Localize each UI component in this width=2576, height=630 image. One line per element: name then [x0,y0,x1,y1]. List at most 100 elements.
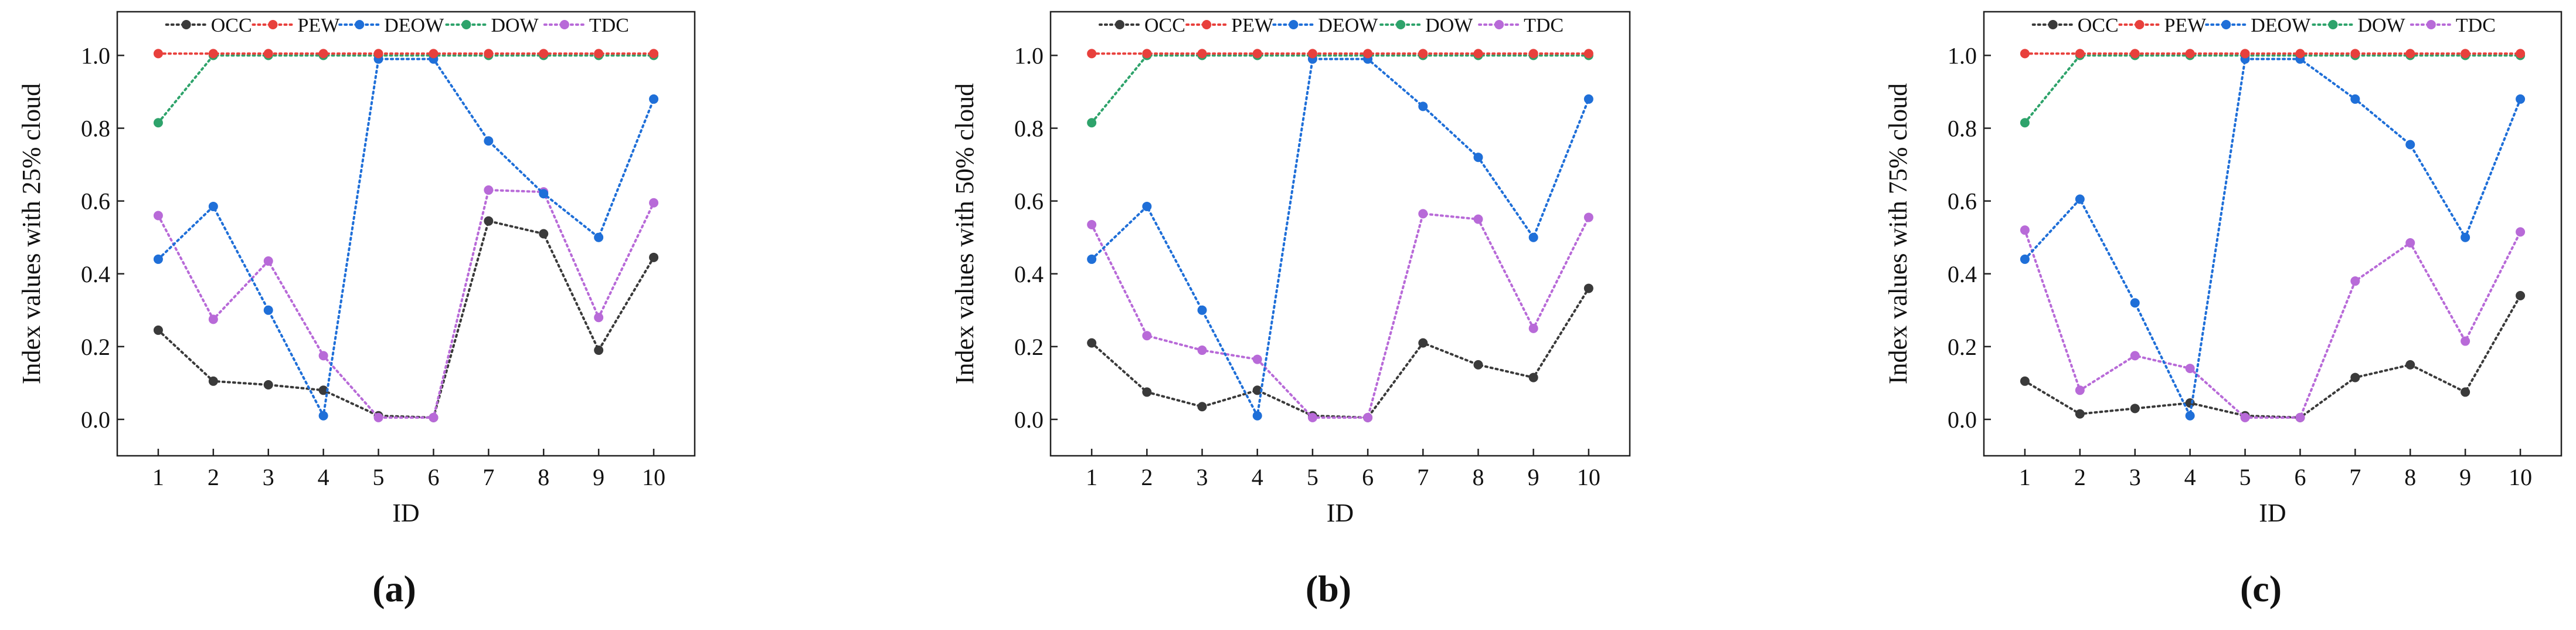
x-tick-label: 7 [482,464,494,490]
plot-frame [1049,11,1631,457]
legend-label-tdc: TDC [2456,15,2496,36]
data-point-tdc [2295,412,2305,422]
y-tick-label: 1.0 [1948,42,1977,69]
panel-label: (b) [1306,568,1351,609]
data-point-tdc [318,351,328,361]
legend-label-deow: DEOW [1318,15,1378,36]
series-line-dow [1090,54,1590,124]
x-tick-label: 7 [2349,464,2361,490]
x-tick-label: 9 [2459,464,2471,490]
data-point-dow [1087,118,1097,128]
data-point-dow [2020,118,2030,128]
x-tick-label: 8 [538,464,549,490]
data-point-deow [1252,411,1262,421]
data-point-tdc [1583,212,1593,222]
legend-marker-deow [1289,20,1299,29]
data-point-deow [1528,232,1538,242]
x-tick-label: 6 [2294,464,2306,490]
data-point-tdc [2516,227,2526,237]
data-point-pew [594,49,604,59]
y-tick-label: 0.6 [1014,188,1044,215]
data-point-tdc [2020,225,2030,235]
data-point-occ [539,229,549,239]
data-point-deow [263,305,273,315]
data-point-occ [1473,360,1483,370]
data-point-deow [1142,201,1152,211]
data-point-occ [1142,387,1152,397]
data-point-tdc [2075,385,2085,395]
legend-label-dow: DOW [1425,15,1473,36]
data-point-tdc [1087,219,1097,229]
data-point-dow [153,118,163,128]
data-point-deow [2350,94,2360,104]
y-axis-label: Index values with 25% cloud [17,83,46,384]
series-line-tdc [2023,229,2522,419]
y-tick-label: 0.8 [1948,116,1977,142]
y-axis-label: Index values with 50% cloud [950,83,979,384]
y-tick-label: 0.8 [81,116,110,142]
series-line-occ [2023,294,2522,419]
panel-label: (c) [2240,568,2282,609]
data-point-deow [484,136,494,146]
data-point-pew [2461,49,2470,59]
data-point-pew [484,49,494,59]
x-axis-label: ID [392,499,419,527]
x-tick-label: 5 [1307,464,1318,490]
data-point-tdc [1418,209,1428,219]
x-tick-label: 6 [427,464,439,490]
legend-marker-dow [1396,20,1406,29]
plot-frame [1983,11,2563,457]
legend-label-dow: DOW [491,15,539,36]
data-point-occ [2130,404,2140,414]
data-point-pew [2350,49,2360,59]
data-point-pew [1307,49,1317,59]
x-tick-label: 1 [2019,464,2031,490]
x-tick-label: 10 [642,464,665,490]
x-tick-label: 4 [1252,464,1263,490]
y-tick-label: 0.4 [81,261,110,287]
data-point-deow [1583,94,1593,104]
data-point-pew [263,49,273,59]
legend-marker-tdc [1494,20,1504,29]
legend-marker-tdc [559,20,569,29]
data-point-occ [649,252,659,262]
data-point-pew [1197,49,1207,59]
data-point-deow [649,94,659,104]
data-point-occ [1087,338,1097,348]
data-point-occ [2020,376,2030,386]
data-point-occ [2516,290,2526,300]
y-tick-label: 0.8 [1014,116,1044,142]
data-point-deow [594,232,604,242]
x-tick-label: 4 [2184,464,2196,490]
data-point-pew [1363,49,1373,59]
y-tick-label: 0.4 [1948,261,1977,287]
data-point-tdc [594,313,604,323]
data-point-pew [318,49,328,59]
data-point-deow [318,411,328,421]
data-point-occ [1418,338,1428,348]
data-point-occ [1197,402,1207,412]
legend-label-deow: DEOW [384,15,444,36]
data-point-pew [2130,49,2140,59]
data-point-deow [1473,153,1483,162]
data-point-pew [373,49,383,59]
data-point-deow [2405,140,2415,150]
legend-marker-occ [2048,20,2058,29]
data-point-pew [1142,49,1152,59]
series-line-occ [157,219,655,419]
data-point-deow [2185,411,2195,421]
legend-marker-tdc [2426,20,2436,29]
data-point-tdc [649,198,659,208]
data-point-pew [2405,49,2415,59]
data-point-deow [208,201,218,211]
x-tick-label: 6 [1362,464,1374,490]
x-tick-label: 2 [2074,464,2086,490]
data-point-tdc [2240,412,2250,422]
data-point-deow [2075,194,2085,204]
data-point-deow [2130,298,2140,308]
x-tick-label: 10 [2509,464,2532,490]
legend-label-occ: OCC [211,15,252,36]
series-line-occ [1090,287,1590,419]
x-tick-label: 5 [2239,464,2251,490]
x-axis-label: ID [2259,499,2286,527]
